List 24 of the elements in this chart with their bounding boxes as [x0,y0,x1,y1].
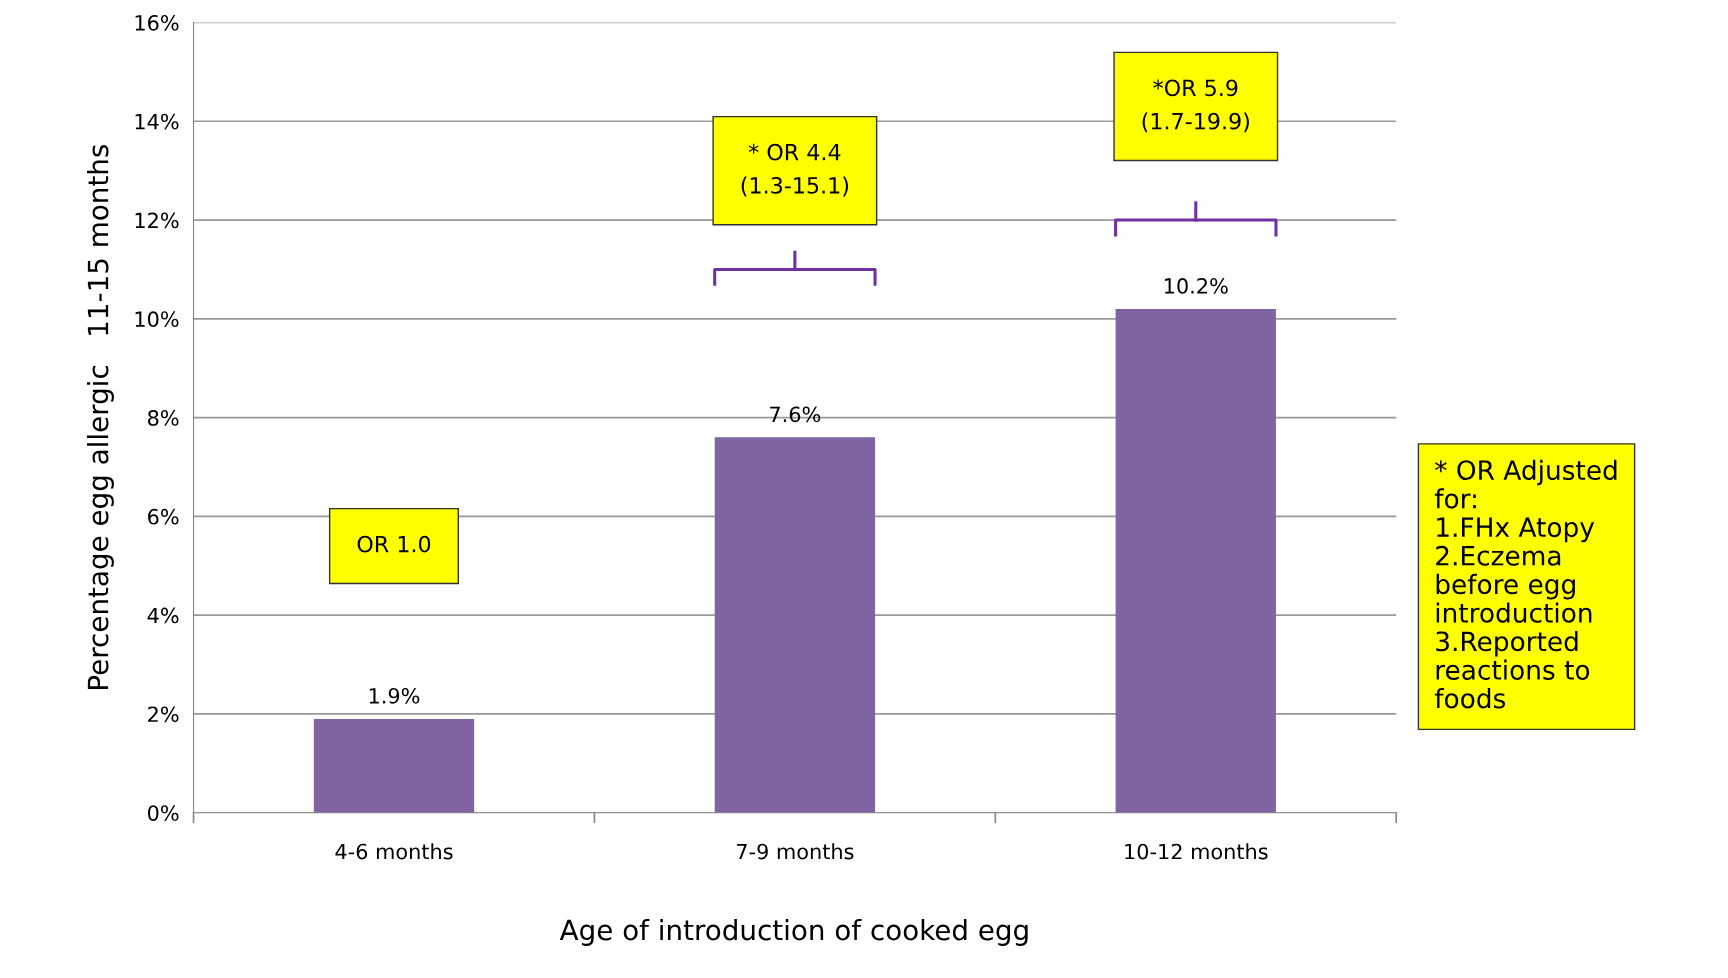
x-tick-label: 10-12 months [1125,843,1268,860]
x-tick-label: 4-6 months [335,843,453,860]
x-axis-title: Age of introduction of cooked egg [559,918,1028,946]
annotation: * OR 4.4 (1.3-15.1) [741,143,849,197]
annotation: *OR 5.9 (1.7-19.9) [1142,79,1249,133]
text: * OR Adjusted for: 1.FHx Atopy 2.Eczema before egg introduction 3.Reported reactions to foods [1434,459,1617,709]
x-tick-label: 7-9 months [737,843,854,860]
bar [714,437,876,813]
y-tick-label: 4% [147,607,179,624]
y-tick-label: 14% [135,113,179,130]
bar [1115,308,1276,813]
data-label: 1.9% [369,687,420,704]
bar [313,718,475,813]
y-tick-label: 16% [135,14,179,31]
annotation: OR 1.0 [357,535,431,553]
y-tick-label: 2% [148,706,179,723]
y-tick-label: 10% [135,311,179,328]
y-tick-label: 8% [148,410,179,426]
y-tick-label: 12% [135,212,179,229]
y-axis-title: Percentage egg allergic 11-15 months [87,144,114,689]
y-tick-label: 6% [148,508,179,525]
y-tick-label: 0% [147,805,179,821]
data-label: 7.6% [770,406,821,423]
data-label: 10.2% [1164,278,1228,294]
